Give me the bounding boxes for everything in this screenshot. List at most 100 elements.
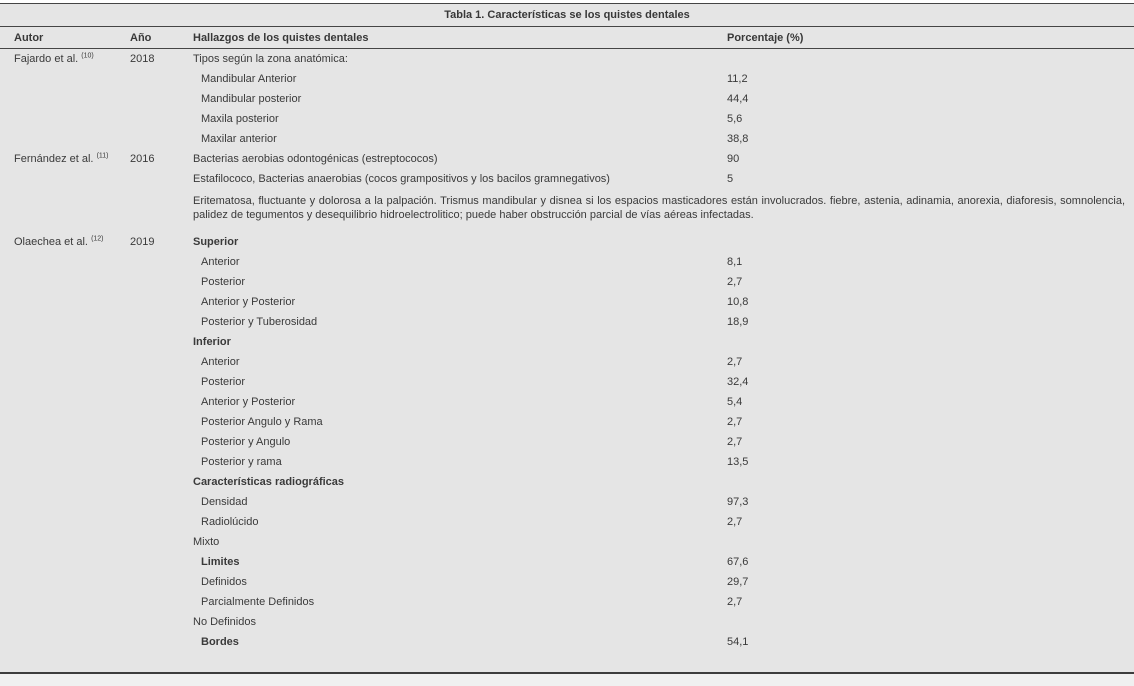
percentage-cell: 32,4 — [727, 376, 749, 388]
author-name: Olaechea et al. — [14, 236, 92, 248]
finding-cell: Radiolúcido — [201, 516, 259, 528]
finding-cell: Bordes — [201, 636, 239, 648]
percentage-cell: 2,7 — [727, 516, 743, 528]
year-cell: 2018 — [130, 53, 155, 65]
table-row-paragraph: Eritematosa, fluctuante y dolorosa a la … — [0, 189, 1134, 232]
table-row: Posterior Angulo y Rama 2,7 — [0, 412, 1134, 432]
year-cell: 2019 — [130, 236, 155, 248]
reference-superscript: (11) — [96, 152, 109, 160]
finding-cell: Mixto — [193, 536, 220, 548]
finding-cell: Maxila posterior — [201, 113, 279, 125]
percentage-cell: 2,7 — [727, 596, 743, 608]
table-header-row: Autor Año Hallazgos de los quistes denta… — [0, 27, 1134, 48]
percentage-cell: 2,7 — [727, 356, 743, 368]
table-bottom-border — [0, 672, 1134, 674]
column-header-ano: Año — [130, 31, 152, 44]
author-name: Fernández et al. — [14, 153, 97, 165]
table-row: Posterior 2,7 — [0, 272, 1134, 292]
table-top-border — [0, 3, 1134, 4]
finding-cell: Anterior y Posterior — [201, 296, 296, 308]
finding-cell: Mandibular Anterior — [201, 73, 297, 85]
finding-cell: Inferior — [193, 336, 231, 348]
finding-cell: Posterior y rama — [201, 456, 282, 468]
table-row: Posterior y Tuberosidad 18,9 — [0, 312, 1134, 332]
finding-cell: Posterior Angulo y Rama — [201, 416, 323, 428]
percentage-cell: 29,7 — [727, 576, 749, 588]
table-row: Posterior 32,4 — [0, 372, 1134, 392]
table-row: Olaechea et al. (12) 2019 Superior — [0, 232, 1134, 252]
table-title: Tabla 1. Características se los quistes … — [0, 4, 1134, 26]
finding-cell: Tipos según la zona anatómica: — [193, 53, 348, 65]
author-cell: Fernández et al. (11) — [14, 152, 130, 165]
percentage-cell: 67,6 — [727, 556, 749, 568]
finding-cell: Densidad — [201, 496, 248, 508]
percentage-cell: 5,6 — [727, 113, 743, 125]
table-row: Anterior 8,1 — [0, 252, 1134, 272]
finding-cell: Parcialmente Definidos — [201, 596, 315, 608]
year-cell: 2016 — [130, 153, 155, 165]
finding-cell: Anterior — [201, 356, 240, 368]
author-cell: Olaechea et al. (12) — [14, 235, 130, 248]
finding-cell: Posterior — [201, 276, 246, 288]
finding-cell: Bacterias aerobias odontogénicas (estrep… — [193, 153, 438, 165]
table-row: Mandibular Anterior 11,2 — [0, 69, 1134, 89]
finding-cell: Limites — [201, 556, 240, 568]
table-row: Mixto — [0, 532, 1134, 552]
table-row: No Definidos — [0, 612, 1134, 632]
table-row: Fajardo et al. (10) 2018 Tipos según la zo… — [0, 49, 1134, 69]
title-divider-line — [0, 26, 1134, 27]
percentage-cell: 38,8 — [727, 133, 749, 145]
table-row: Bordes 54,1 — [0, 632, 1134, 652]
table-row: Anterior 2,7 — [0, 352, 1134, 372]
table-row: Anterior y Posterior 5,4 — [0, 392, 1134, 412]
table-row: Características radiográficas — [0, 472, 1134, 492]
table-row: Posterior y Angulo 2,7 — [0, 432, 1134, 452]
finding-cell: Mandibular posterior — [201, 93, 302, 105]
percentage-cell: 13,5 — [727, 456, 749, 468]
percentage-cell: 90 — [727, 153, 740, 165]
column-header-porcentaje: Porcentaje (%) — [727, 31, 804, 44]
table-row: Inferior — [0, 332, 1134, 352]
table-row: Limites 67,6 — [0, 552, 1134, 572]
finding-cell: Anterior — [201, 256, 240, 268]
author-cell: Fajardo et al. (10) — [14, 52, 130, 65]
percentage-cell: 5,4 — [727, 396, 743, 408]
percentage-cell: 8,1 — [727, 256, 743, 268]
table-row: Fernández et al. (11) 2016 Bacterias aerob… — [0, 149, 1134, 169]
table-row: Posterior y rama 13,5 — [0, 452, 1134, 472]
percentage-cell: 2,7 — [727, 436, 743, 448]
table-row: Densidad 97,3 — [0, 492, 1134, 512]
percentage-cell: 44,4 — [727, 93, 749, 105]
percentage-cell: 2,7 — [727, 276, 743, 288]
finding-cell: Posterior y Tuberosidad — [201, 316, 318, 328]
table-row: Mandibular posterior 44,4 — [0, 89, 1134, 109]
percentage-cell: 18,9 — [727, 316, 749, 328]
finding-cell: Características radiográficas — [193, 476, 345, 488]
column-header-hallazgos: Hallazgos de los quistes dentales — [193, 31, 369, 44]
finding-cell: Superior — [193, 236, 239, 248]
percentage-cell: 97,3 — [727, 496, 749, 508]
table-row: Maxila posterior 5,6 — [0, 109, 1134, 129]
table-row: Definidos 29,7 — [0, 572, 1134, 592]
percentage-cell: 54,1 — [727, 636, 749, 648]
table-row: Radiolúcido 2,7 — [0, 512, 1134, 532]
finding-cell: Posterior y Angulo — [201, 436, 291, 448]
percentage-cell: 2,7 — [727, 416, 743, 428]
percentage-cell: 10,8 — [727, 296, 749, 308]
finding-cell: Definidos — [201, 576, 247, 588]
reference-superscript: (12) — [91, 235, 104, 243]
table-body: Fajardo et al. (10) 2018 Tipos según la zo… — [0, 49, 1134, 672]
finding-cell: Anterior y Posterior — [201, 396, 296, 408]
finding-cell: No Definidos — [193, 616, 256, 628]
table-row: Estafilococo, Bacterias anaerobias (coco… — [0, 169, 1134, 189]
finding-paragraph: Eritematosa, fluctuante y dolorosa a la … — [193, 195, 1125, 221]
column-header-autor: Autor — [14, 31, 44, 44]
finding-cell: Maxilar anterior — [201, 133, 277, 145]
table-row: Parcialmente Definidos 2,7 — [0, 592, 1134, 612]
table-row: Maxilar anterior 38,8 — [0, 129, 1134, 149]
bottom-margin — [0, 674, 1134, 686]
percentage-cell: 5 — [727, 173, 734, 185]
finding-cell: Posterior — [201, 376, 246, 388]
header-divider-line — [0, 48, 1134, 49]
